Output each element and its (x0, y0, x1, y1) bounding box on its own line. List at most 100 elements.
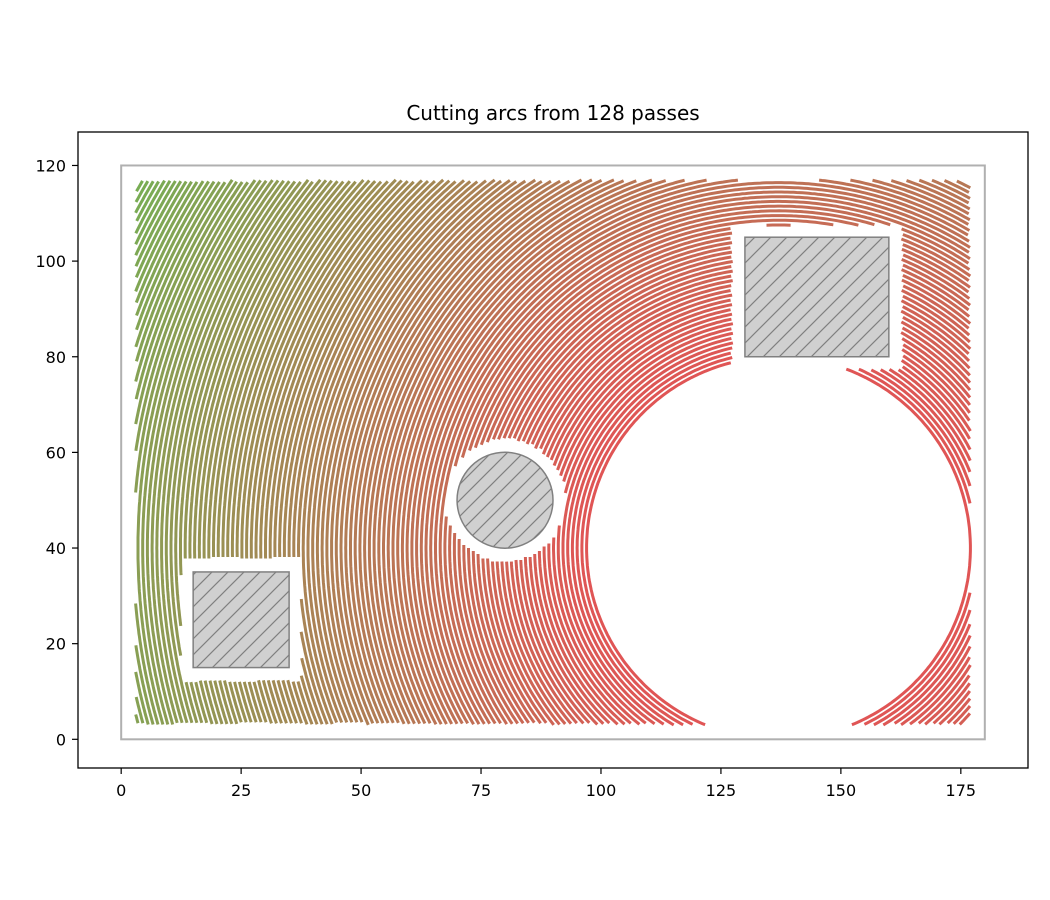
cutting-arc (495, 561, 561, 726)
x-tick-label: 125 (706, 781, 737, 800)
cutting-arc (559, 322, 734, 477)
cutting-arc (400, 178, 707, 725)
cutting-arc (134, 180, 172, 245)
cutting-arc (415, 185, 970, 725)
cutting-arc (528, 556, 605, 725)
cutting-arc (135, 180, 160, 222)
cutting-arc (134, 714, 140, 724)
cutting-arc (438, 209, 875, 725)
cutting-arc (247, 681, 263, 723)
cutting-arc (235, 180, 383, 557)
cutting-arc (918, 178, 970, 205)
x-tick-label: 75 (471, 781, 491, 800)
cutting-arc (561, 336, 732, 726)
cutting-arc (344, 179, 552, 724)
obstacle-rect (192, 571, 290, 669)
cutting-arc (547, 543, 632, 725)
cutting-arc (134, 671, 150, 725)
cutting-arc (497, 250, 733, 440)
cutting-arc (134, 180, 188, 279)
cutting-arc (349, 179, 561, 724)
cutting-arc (479, 236, 731, 446)
cutting-arc (134, 180, 216, 348)
cutting-arc (299, 631, 329, 725)
cutting-arc (242, 681, 258, 723)
cutting-arc (549, 308, 731, 461)
cutting-arc (516, 269, 733, 442)
cutting-arc (901, 227, 970, 265)
cutting-arc (134, 181, 199, 304)
cutting-arc (202, 180, 339, 559)
cutting-arc (429, 199, 971, 725)
cutting-arc (334, 178, 537, 724)
cutting-arc (184, 681, 199, 724)
cutting-arc (230, 180, 377, 558)
cutting-arc (169, 180, 297, 656)
cutting-arc (264, 179, 423, 559)
cutting-arc (897, 368, 972, 451)
cutting-arc (160, 179, 285, 724)
cutting-arc (570, 346, 733, 727)
cutting-arc (434, 204, 891, 725)
cutting-arc (476, 553, 536, 724)
cutting-arc (901, 247, 971, 289)
cutting-arc (281, 679, 298, 724)
cutting-arc (134, 181, 250, 493)
cutting-arc (902, 263, 972, 307)
cutting-arc (301, 180, 479, 724)
cutting-arc (901, 289, 971, 337)
cutting-arc (134, 180, 150, 203)
cutting-arc (958, 712, 972, 726)
cutting-arc (339, 180, 543, 724)
cutting-arc (534, 289, 731, 450)
cutting-arc (879, 368, 972, 473)
cutting-arc (252, 681, 268, 723)
cutting-arc (901, 278, 972, 325)
cutting-arc (552, 312, 733, 467)
cutting-arc (237, 681, 253, 723)
cutting-arc (541, 298, 731, 455)
cutting-arc (453, 214, 859, 467)
cutting-arc (902, 294, 971, 344)
cutting-arc (179, 178, 310, 576)
cutting-arc (135, 180, 210, 331)
y-tick-label: 120 (35, 156, 66, 175)
cutting-arc (952, 705, 972, 725)
y-tick-label: 100 (35, 252, 66, 271)
cutting-arc (931, 178, 971, 200)
cutting-arc (287, 180, 457, 558)
cutting-arc (845, 367, 972, 548)
cutting-arc (509, 561, 578, 725)
y-tick-label: 80 (46, 348, 66, 367)
cutting-arc (902, 233, 971, 271)
cutting-arc (491, 561, 555, 726)
cutting-arc (198, 680, 214, 725)
cutting-arc (523, 556, 599, 726)
cutting-arc (521, 274, 732, 442)
cutting-arc (141, 179, 262, 725)
cutting-arc (542, 546, 626, 726)
cutting-arc (902, 253, 970, 294)
cutting-arc (271, 679, 288, 724)
cutting-arc (900, 331, 972, 392)
cutting-arc (320, 179, 511, 723)
cutting-arc (300, 657, 324, 725)
cutting-arc (386, 178, 653, 724)
cutting-arc (297, 180, 472, 557)
cutting-arc (134, 179, 234, 400)
cutting-arc (901, 348, 971, 414)
cutting-arc (135, 180, 205, 317)
cutting-arc (203, 680, 219, 725)
cutting-arc (473, 231, 733, 449)
cutting-arc (261, 679, 278, 724)
cutting-arc (410, 181, 969, 725)
cutting-arc (134, 603, 160, 725)
cutting-arc (901, 365, 971, 440)
cutting-arc (183, 180, 314, 559)
cutting-arc (956, 179, 972, 190)
cutting-arc (299, 598, 334, 725)
cutting-arc (278, 178, 445, 557)
cutting-arc (134, 181, 221, 362)
cutting-arc (850, 178, 970, 226)
cutting-arc (276, 679, 293, 724)
